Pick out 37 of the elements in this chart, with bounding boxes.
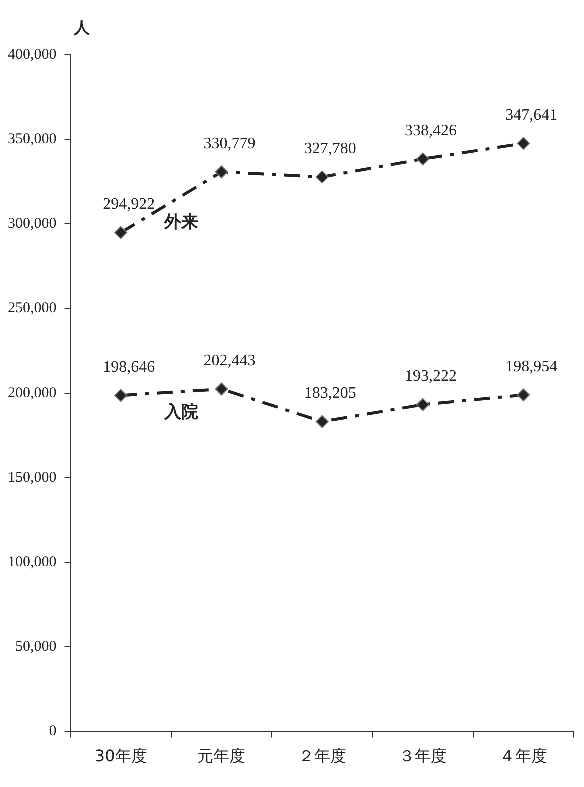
point — [215, 166, 228, 179]
x-tick-label: ４年度 — [500, 746, 548, 766]
point — [316, 170, 329, 184]
series-label: 外来 — [163, 212, 198, 232]
x-tick-label: 元年度 — [198, 746, 246, 766]
data-label: 294,922 — [103, 196, 156, 213]
y-tick-label: 350,000 — [8, 132, 57, 148]
point — [517, 388, 530, 402]
point — [517, 137, 530, 150]
y-tick-label: 50,000 — [16, 639, 57, 656]
point — [114, 389, 128, 402]
data-label: 202,443 — [204, 352, 256, 370]
y-tick-label: 100,000 — [8, 554, 57, 571]
x-tick-label: ３年度 — [399, 746, 448, 766]
point — [215, 382, 228, 396]
y-tick-label: 150,000 — [8, 470, 57, 486]
data-label: 327,780 — [304, 140, 356, 158]
x-tick-label: ２年度 — [298, 746, 346, 766]
data-label: 198,646 — [103, 358, 156, 376]
point — [316, 415, 329, 428]
y-tick-label: 300,000 — [8, 216, 57, 232]
y-tick-label: 250,000 — [8, 300, 57, 317]
point — [416, 152, 430, 166]
data-label: 338,426 — [405, 122, 458, 140]
data-label: 330,779 — [204, 135, 256, 152]
data-label: 193,222 — [405, 368, 458, 386]
point — [416, 398, 430, 412]
series-label: 入院 — [163, 402, 198, 422]
y-tick-label: 0 — [49, 724, 57, 740]
y-tick-label: 400,000 — [8, 46, 57, 63]
point — [114, 226, 128, 240]
data-label: 183,205 — [304, 385, 356, 402]
y-tick-label: 200,000 — [8, 385, 57, 402]
data-label: 198,954 — [506, 358, 558, 376]
x-tick-label: 30年度 — [94, 746, 148, 766]
data-label: 347,641 — [506, 106, 558, 124]
y-axis-title: 人 — [73, 18, 91, 38]
